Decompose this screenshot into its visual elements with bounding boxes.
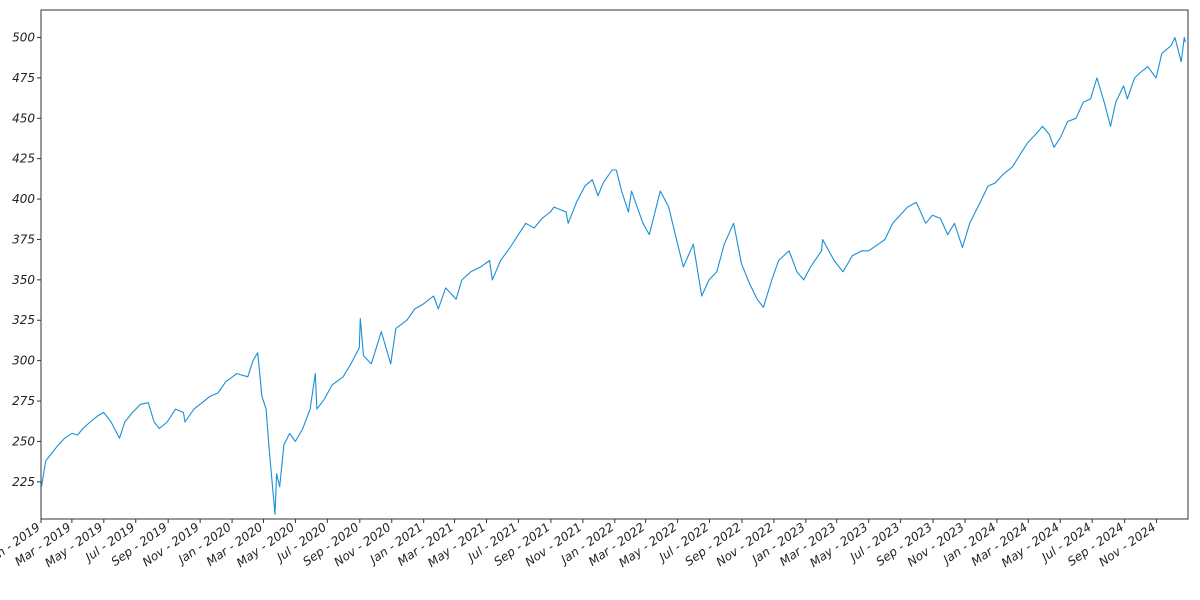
y-tick-label: 300 xyxy=(12,354,35,368)
y-tick-label: 350 xyxy=(12,273,35,287)
y-tick-label: 475 xyxy=(12,71,35,85)
y-tick-label: 250 xyxy=(12,434,35,448)
y-tick-label: 500 xyxy=(12,30,35,44)
price-line xyxy=(40,36,1186,515)
y-axis: 225 250 275 300 325 350 375 400 425 450 475 500 xyxy=(12,30,41,489)
y-tick-label: 425 xyxy=(12,152,35,166)
y-tick-label: 375 xyxy=(12,232,35,246)
y-tick-label: 450 xyxy=(12,111,35,125)
y-tick-label: 400 xyxy=(12,192,35,206)
y-tick-label: 325 xyxy=(12,313,35,327)
plot-frame xyxy=(40,9,1189,520)
y-tick-label: 275 xyxy=(12,394,35,408)
y-tick-label: 225 xyxy=(12,475,35,489)
